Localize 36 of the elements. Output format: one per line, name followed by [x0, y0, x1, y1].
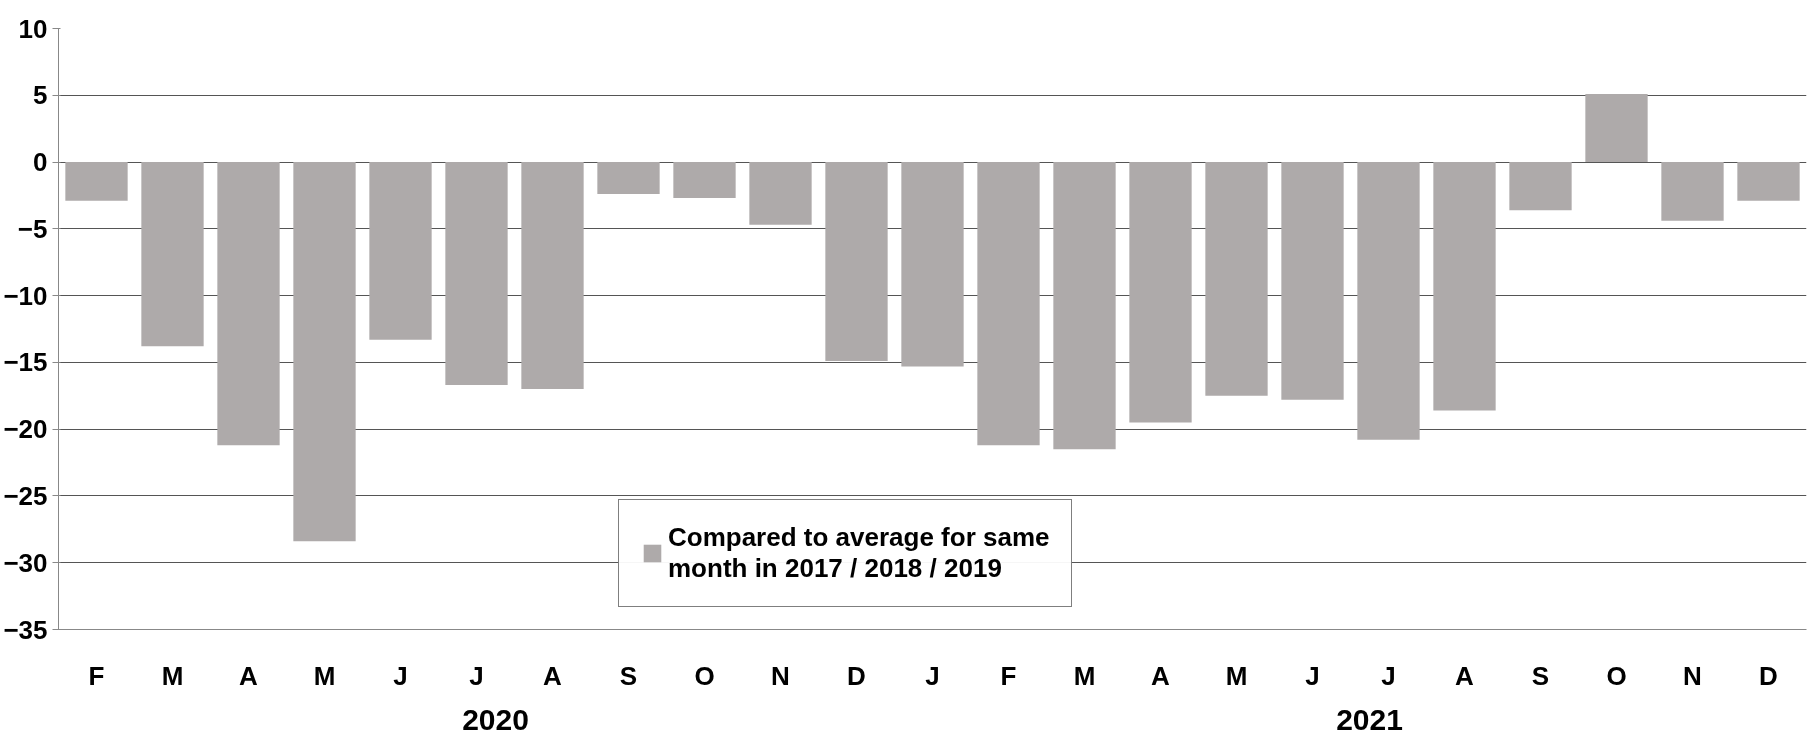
x-tick-label: O: [694, 660, 715, 691]
y-tick-label: −30: [3, 547, 48, 578]
legend-label: Compared to average for same month in 2017 / 2018 / 2019: [668, 522, 1050, 584]
y-tick-label: 0: [33, 147, 48, 178]
x-tick-label: N: [771, 660, 790, 691]
x-tick-label: A: [543, 660, 563, 691]
x-tick-label: N: [1683, 660, 1702, 691]
x-tick-label: M: [1225, 660, 1248, 691]
y-tick-label: −35: [3, 614, 48, 645]
x-tick-label: J: [469, 660, 484, 691]
x-tick-label: J: [393, 660, 408, 691]
x-tick-label: M: [1073, 660, 1096, 691]
y-tick-label: −20: [3, 414, 48, 445]
x-tick-label: D: [1759, 660, 1778, 691]
y-tick-label: 5: [33, 80, 48, 111]
y-tick-label: −5: [17, 213, 48, 244]
x-tick-label: A: [239, 660, 259, 691]
x-tick-label: D: [847, 660, 866, 691]
x-tick-label: M: [313, 660, 336, 691]
x-tick-label: S: [619, 660, 638, 691]
y-tick-label: −10: [3, 280, 48, 311]
x-tick-label: A: [1151, 660, 1171, 691]
x-tick-label: A: [1455, 660, 1475, 691]
x-tick-label: O: [1606, 660, 1627, 691]
x-tick-label: J: [925, 660, 940, 691]
y-tick-label: 10: [18, 13, 48, 44]
x-tick-label: J: [1305, 660, 1320, 691]
x-tick-label: F: [1000, 660, 1017, 691]
y-tick-label: −25: [3, 480, 48, 511]
y-tick-label: −15: [3, 347, 48, 378]
x-tick-label: J: [1381, 660, 1396, 691]
text: 2021: [1336, 702, 1403, 732]
text: 2020: [462, 702, 529, 732]
x-tick-label: F: [88, 660, 105, 691]
x-tick-label: S: [1531, 660, 1550, 691]
x-tick-label: M: [161, 660, 184, 691]
